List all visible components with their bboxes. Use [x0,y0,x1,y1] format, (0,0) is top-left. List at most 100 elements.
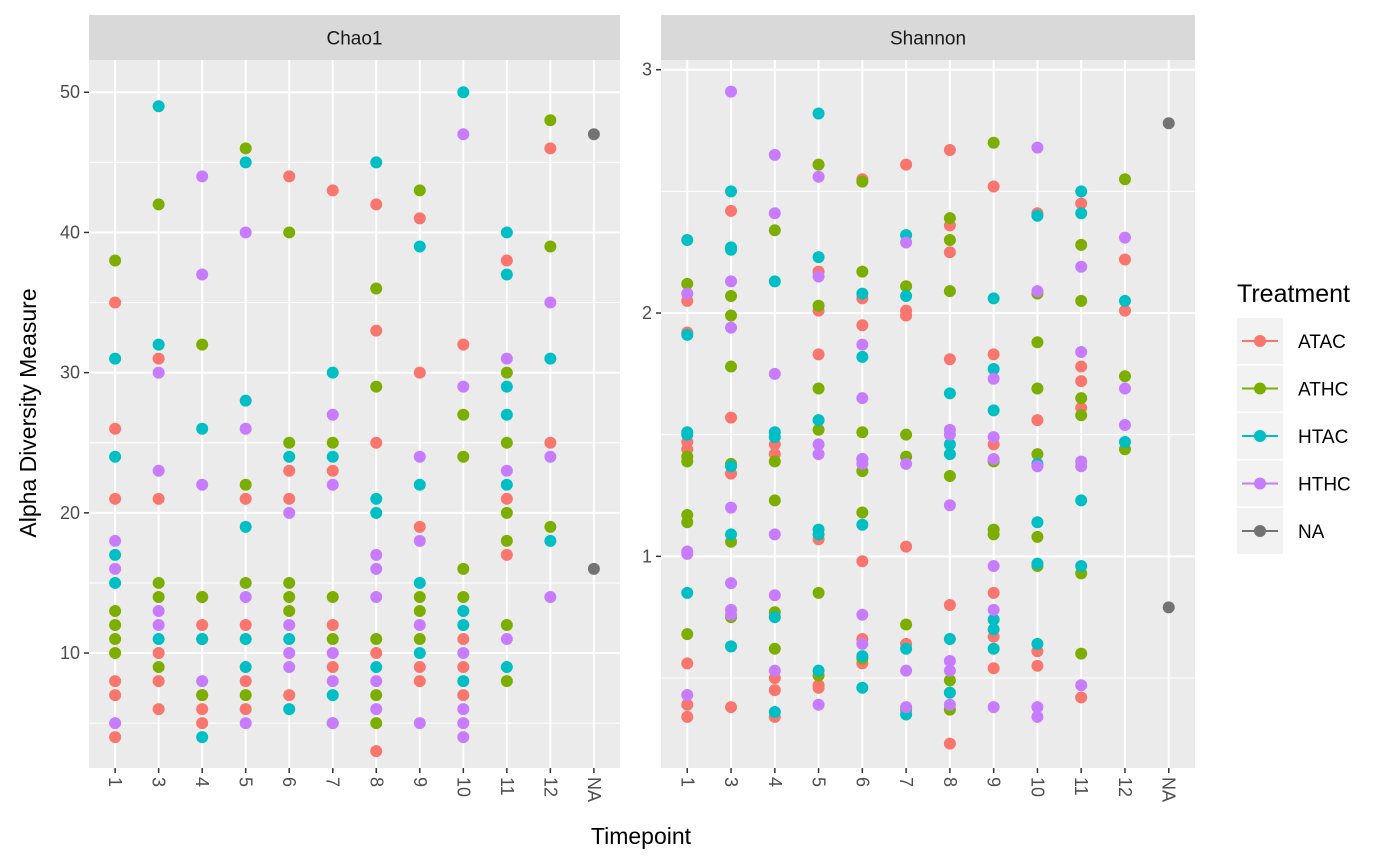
data-point [109,296,122,309]
data-point [768,455,781,468]
data-point [856,350,869,363]
data-point [1031,659,1044,672]
data-point [239,703,252,716]
x-tick-label: 11 [1071,777,1091,796]
x-tick-label: 5 [809,777,829,787]
legend-item-athc: ATHC [1237,365,1348,412]
x-tick-label: 4 [765,777,785,787]
data-point [152,338,165,351]
x-tick-label: 1 [677,777,697,787]
data-point [196,590,209,603]
data-point [943,633,956,646]
data-point [457,703,470,716]
data-point [1075,494,1088,507]
data-point [370,156,383,169]
legend-item-htac: HTAC [1237,413,1348,459]
series-atac [109,142,557,758]
data-point [1075,345,1088,358]
data-point [768,207,781,220]
data-point [943,144,956,157]
data-point [152,198,165,211]
data-point [413,184,426,197]
data-point [413,520,426,533]
legend-item-na: NA [1237,508,1325,554]
data-point [1162,117,1175,130]
data-point [109,633,122,646]
data-point [326,675,339,688]
data-point [152,661,165,674]
data-point [681,455,694,468]
data-point [725,640,738,653]
data-point [413,618,426,631]
data-point [457,647,470,660]
data-point [152,464,165,477]
data-point [152,675,165,688]
data-point [413,661,426,674]
data-point [812,299,825,312]
data-point [370,380,383,393]
data-point [544,590,557,603]
data-point [725,501,738,514]
data-point [152,366,165,379]
data-point [1031,414,1044,427]
data-point [239,394,252,407]
data-point [326,633,339,646]
x-tick-label: 8 [940,777,960,787]
data-point [812,107,825,120]
x-tick-label: 7 [896,777,916,787]
data-point [370,198,383,211]
data-point [196,478,209,491]
data-point [1075,691,1088,704]
data-point [239,156,252,169]
data-point [109,731,122,744]
legend-label: NA [1298,522,1325,543]
data-point [544,520,557,533]
data-point [283,464,296,477]
data-point [812,528,825,541]
data-point [943,234,956,247]
data-point [152,647,165,660]
data-point [413,647,426,660]
data-point [1031,209,1044,222]
data-point [1075,460,1088,473]
data-point [370,436,383,449]
data-point [856,555,869,568]
data-point [768,642,781,655]
data-point [283,492,296,505]
x-tick-label: 5 [236,777,256,787]
data-point [152,100,165,113]
data-point [681,710,694,723]
x-tick-label: 4 [192,777,212,787]
data-point [681,287,694,300]
data-point [239,576,252,589]
data-point [768,664,781,677]
data-point [943,428,956,441]
data-point [725,460,738,473]
data-point [812,681,825,694]
data-point [943,674,956,687]
data-point [856,637,869,650]
panel-background [89,60,620,768]
data-point [544,436,557,449]
data-point [413,534,426,547]
y-tick-label: 2 [642,303,652,323]
data-point [856,287,869,300]
y-tick-label: 30 [60,363,80,383]
data-point [283,604,296,617]
data-point [1118,382,1131,395]
data-point [987,586,1000,599]
data-point [812,170,825,183]
data-point [500,254,513,267]
data-point [326,590,339,603]
data-point [812,414,825,427]
data-point [725,275,738,288]
x-tick-label: 10 [1027,777,1047,797]
x-tick-label: NA [1159,777,1179,802]
data-point [152,492,165,505]
x-tick-label: 1 [105,777,125,787]
data-point [109,548,122,561]
data-point [239,717,252,730]
data-point [457,450,470,463]
x-tick-label: 6 [852,777,872,787]
